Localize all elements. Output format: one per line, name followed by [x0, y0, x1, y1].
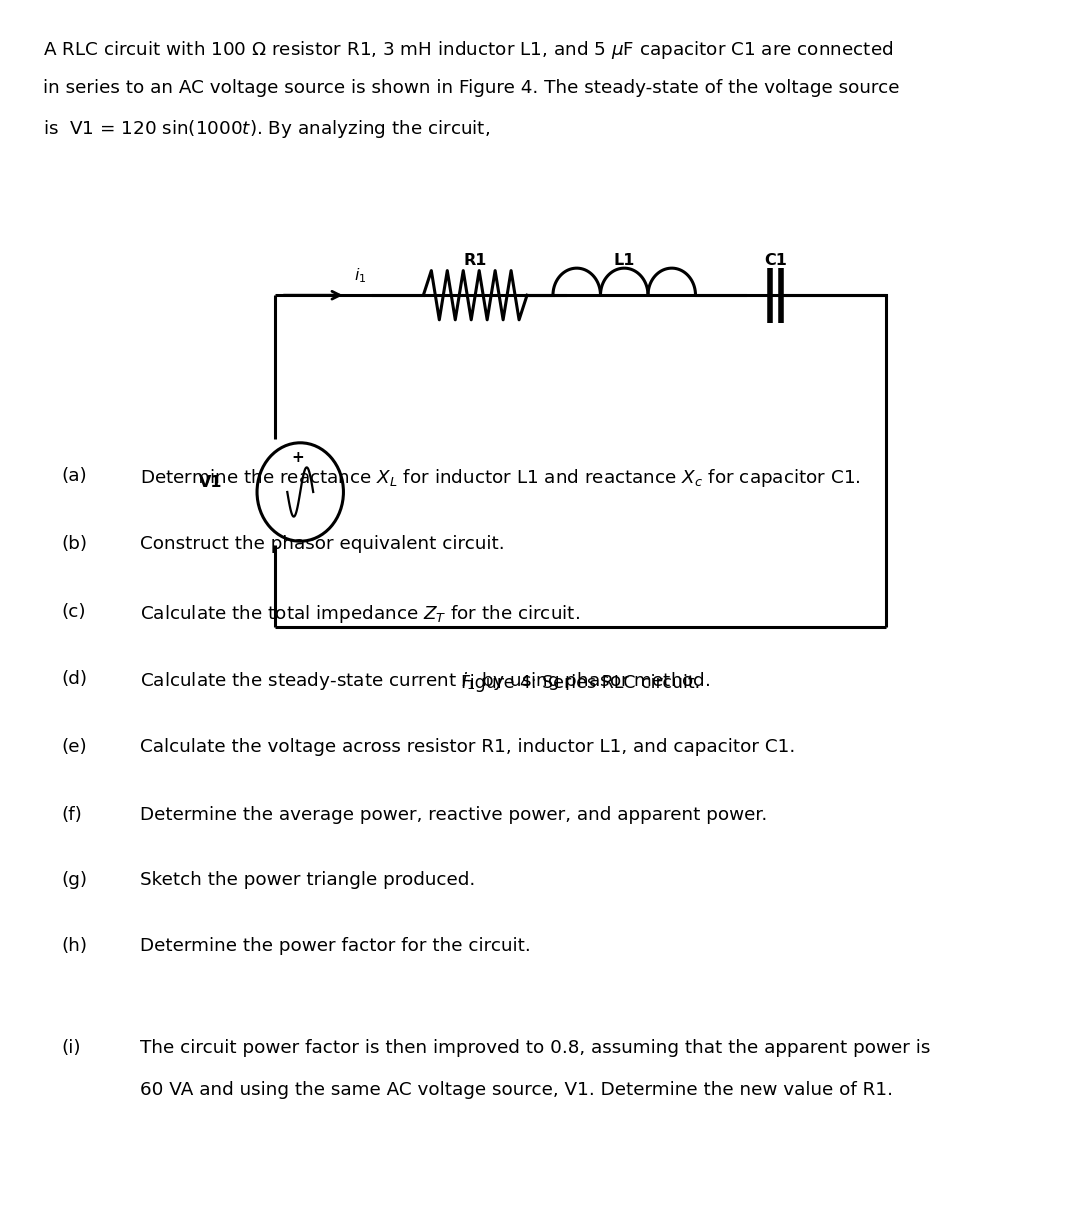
Text: V1: V1	[199, 475, 222, 490]
Text: (i): (i)	[62, 1039, 81, 1058]
Text: (f): (f)	[62, 806, 82, 824]
Text: (h): (h)	[62, 937, 87, 956]
Text: (e): (e)	[62, 738, 87, 756]
Text: A RLC circuit with 100 $\Omega$ resistor R1, 3 mH inductor L1, and 5 $\mu$F capa: A RLC circuit with 100 $\Omega$ resistor…	[43, 39, 893, 62]
Text: R1: R1	[463, 253, 487, 268]
Text: Calculate the steady-state current $i_1$ by using phasor method.: Calculate the steady-state current $i_1$…	[140, 670, 711, 692]
Text: in series to an AC voltage source is shown in Figure 4. The steady-state of the : in series to an AC voltage source is sho…	[43, 79, 900, 97]
Text: Calculate the voltage across resistor R1, inductor L1, and capacitor C1.: Calculate the voltage across resistor R1…	[140, 738, 796, 756]
Text: +: +	[292, 450, 305, 465]
Text: The circuit power factor is then improved to 0.8, assuming that the apparent pow: The circuit power factor is then improve…	[140, 1039, 931, 1058]
Text: (c): (c)	[62, 603, 86, 621]
Text: 60 VA and using the same AC voltage source, V1. Determine the new value of R1.: 60 VA and using the same AC voltage sour…	[140, 1081, 893, 1100]
Text: Figure 4: Series RLC circuit.: Figure 4: Series RLC circuit.	[461, 674, 701, 692]
Text: $\it{i_1}$: $\it{i_1}$	[354, 267, 366, 285]
Text: (a): (a)	[62, 467, 87, 486]
Text: Determine the average power, reactive power, and apparent power.: Determine the average power, reactive po…	[140, 806, 768, 824]
Text: (d): (d)	[62, 670, 87, 689]
Text: Determine the power factor for the circuit.: Determine the power factor for the circu…	[140, 937, 531, 956]
Text: C1: C1	[764, 253, 787, 268]
Text: Determine the reactance $X_L$ for inductor L1 and reactance $X_c$ for capacitor : Determine the reactance $X_L$ for induct…	[140, 467, 861, 490]
Text: (b): (b)	[62, 535, 87, 554]
Text: Calculate the total impedance $Z_T$ for the circuit.: Calculate the total impedance $Z_T$ for …	[140, 603, 580, 625]
Text: Construct the phasor equivalent circuit.: Construct the phasor equivalent circuit.	[140, 535, 505, 554]
Text: (g): (g)	[62, 871, 87, 889]
Text: Sketch the power triangle produced.: Sketch the power triangle produced.	[140, 871, 475, 889]
Text: is  V1 = 120 sin(1000$t$). By analyzing the circuit,: is V1 = 120 sin(1000$t$). By analyzing t…	[43, 118, 490, 140]
Text: L1: L1	[613, 253, 635, 268]
